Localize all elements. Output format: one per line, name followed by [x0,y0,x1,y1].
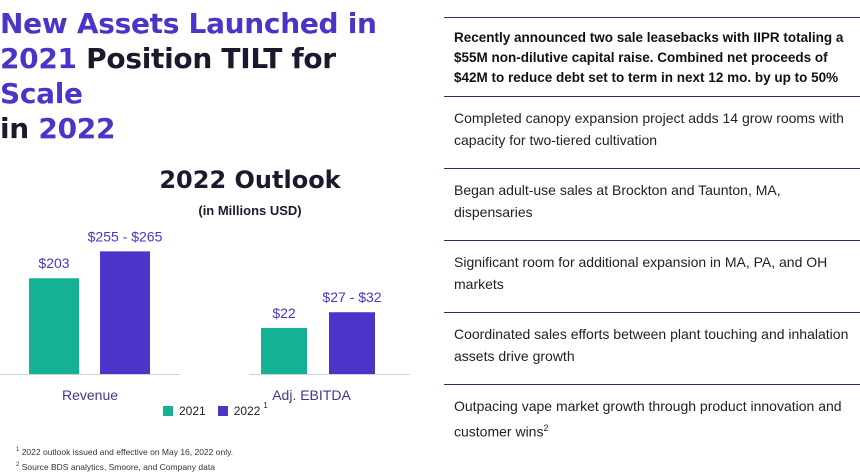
headline-text: Position TILT for [76,42,336,75]
highlights-list: Recently announced two sale leasebacks w… [444,17,860,462]
headline-line1: New Assets Launched in [0,7,377,40]
legend-swatch-2022 [217,406,228,416]
legend-label-2021: 2021 [179,404,206,418]
data-label-2021-adj-ebitda: $22 [272,305,296,321]
highlight-item: Began adult-use sales at Brockton and Ta… [444,168,860,240]
category-label-adj-ebitda: Adj. EBITDA [272,387,351,403]
footnote-1-text: 2022 outlook issued and effective on May… [19,446,234,457]
bar-2021-revenue [29,278,79,374]
highlight-text: Completed canopy expansion project adds … [454,110,844,148]
legend-swatch-2021 [163,406,173,416]
highlight-item: Coordinated sales efforts between plant … [444,312,860,384]
highlight-text: Began adult-use sales at Brockton and Ta… [454,182,781,220]
highlight-item: Recently announced two sale leasebacks w… [444,17,860,96]
highlight-item: Completed canopy expansion project adds … [444,96,860,168]
footnote-1-mark: 1 [16,447,20,453]
highlight-text: Significant room for additional expansio… [454,254,828,292]
legend-label-2022: 2022 [233,404,261,418]
highlight-footnote-mark: 2 [543,423,549,433]
highlight-text: Coordinated sales efforts between plant … [454,326,849,364]
bar-2022-revenue [100,251,150,374]
footnote-1: 1 2022 outlook issued and effective on M… [16,444,233,459]
headline-year-2022: 2022 [38,112,116,145]
headline-scale: Scale [0,77,83,110]
footnote-2-text: Source BDS analytics, Smoore, and Compan… [19,461,215,472]
headline-in: in [0,112,39,145]
outlook-bar-chart: $203 $255 - $265 Revenue $22 $27 - $32 Adj. E… [0,230,410,403]
chart-legend: 2021 2022 1 [163,400,268,418]
footnote-2-mark: 2 [16,461,20,468]
bar-2022-adj-ebitda [329,312,375,374]
outlook-subtitle: (in Millions USD) [198,203,302,218]
headline: New Assets Launched in 2021 Position TIL… [0,6,420,146]
highlight-text: Recently announced two sale leasebacks w… [454,30,844,85]
footnotes: 1 2022 outlook issued and effective on M… [16,444,233,474]
data-label-2022-adj-ebitda: $27 - $32 [322,289,381,305]
category-label-revenue: Revenue [62,387,118,403]
outlook-title: 2022 Outlook [159,166,341,194]
footnote-2: 2 Source BDS analytics, Smoore, and Comp… [16,459,233,474]
bar-2021-adj-ebitda [261,327,307,374]
highlight-item: Significant room for additional expansio… [444,240,860,312]
data-label-2021-revenue: $203 [38,255,69,271]
highlight-item: Outpacing vape market growth through pro… [444,384,860,462]
headline-year-2021: 2021 [0,42,77,75]
highlight-text: Outpacing vape market growth through pro… [454,398,842,440]
data-label-2022-revenue: $255 - $265 [88,230,163,244]
legend-footnote-mark: 1 [263,400,268,410]
